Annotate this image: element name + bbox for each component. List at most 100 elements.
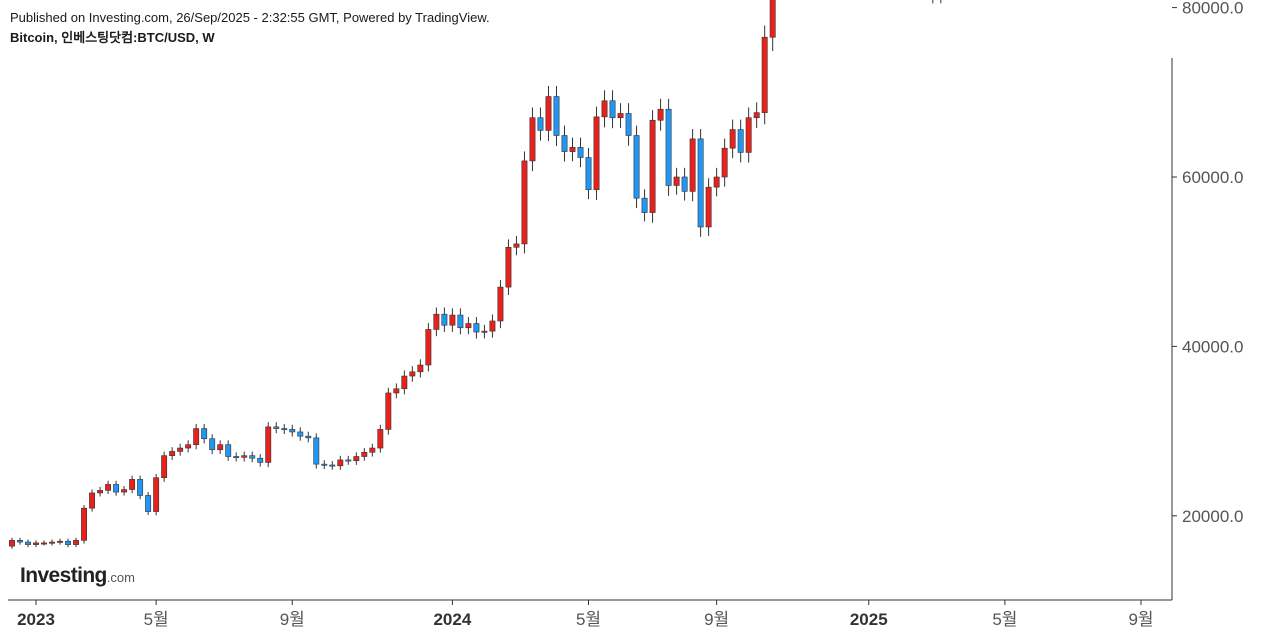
candle-body <box>385 392 392 430</box>
candle-body <box>577 147 584 158</box>
candle-body <box>225 444 232 457</box>
candle-body <box>209 438 216 451</box>
candle-body <box>281 428 288 431</box>
candle-body <box>9 540 15 547</box>
candle-body <box>465 323 472 329</box>
chart-header: Published on Investing.com, 26/Sep/2025 … <box>10 8 490 48</box>
candle-body <box>249 455 256 459</box>
candle-body <box>241 455 248 458</box>
y-tick-label: 20000.0 <box>1182 507 1243 526</box>
candle-body <box>169 451 176 456</box>
investing-logo: Investing.com <box>20 564 135 588</box>
x-tick-label: 9월 <box>704 610 729 629</box>
candle-body <box>513 243 520 248</box>
candle-body <box>17 540 23 543</box>
candle-body <box>161 455 168 478</box>
x-tick-label: 2024 <box>433 610 471 629</box>
candle-body <box>353 456 360 462</box>
candle-body <box>585 157 592 191</box>
candle-body <box>273 426 280 429</box>
candle-body <box>737 129 744 153</box>
candle-body <box>521 160 528 245</box>
candle-body <box>81 507 88 541</box>
candle-body <box>417 364 424 373</box>
candle-body <box>145 495 152 512</box>
candle-body <box>257 457 264 463</box>
candle-body <box>409 371 416 377</box>
candle-body <box>137 479 144 496</box>
candle-body <box>305 435 312 439</box>
candle-body <box>561 135 568 152</box>
candle-body <box>641 197 648 213</box>
candle-body <box>569 147 576 152</box>
candle-body <box>393 388 400 394</box>
candle-body <box>425 329 432 366</box>
x-tick-label: 2023 <box>17 610 55 629</box>
x-tick-label: 9월 <box>1128 610 1153 629</box>
logo-suffix: .com <box>106 570 135 585</box>
x-tick-label: 9월 <box>280 610 305 629</box>
published-caption: Published on Investing.com, 26/Sep/2025 … <box>10 10 490 25</box>
candle-body <box>593 116 600 191</box>
candle-body <box>689 138 696 192</box>
candle-body <box>553 96 560 136</box>
candle-body <box>729 129 736 149</box>
candle-body <box>113 484 120 493</box>
candle-body <box>121 489 128 493</box>
candle-body <box>369 447 376 453</box>
candle-body <box>321 463 328 466</box>
candle-body <box>41 542 47 545</box>
candle-body <box>697 138 704 228</box>
candle-body <box>721 147 728 178</box>
candle-body <box>753 112 760 119</box>
x-tick-label: 2025 <box>850 610 888 629</box>
candle-body <box>337 459 344 467</box>
candle-body <box>313 437 320 465</box>
candle-body <box>233 456 240 459</box>
candle-body <box>537 117 544 131</box>
x-tick-label: 5월 <box>144 610 169 629</box>
candle-body <box>649 119 656 213</box>
candle-body <box>505 247 512 288</box>
candle-body <box>57 540 63 543</box>
candle-body <box>49 541 55 544</box>
candle-body <box>265 426 272 463</box>
candle-body <box>473 323 480 333</box>
candle-body <box>433 313 440 330</box>
candle-body <box>681 176 688 192</box>
y-tick-label: 80000.0 <box>1182 0 1243 18</box>
candle-body <box>769 0 776 38</box>
x-tick-label: 5월 <box>576 610 601 629</box>
candle-body <box>329 464 336 467</box>
candle-body <box>713 176 720 188</box>
candle-body <box>345 459 352 462</box>
candle-body <box>481 330 488 333</box>
candle-body <box>73 540 79 545</box>
x-tick-label: 5월 <box>992 610 1017 629</box>
candle-body <box>441 313 448 326</box>
candle-body <box>449 314 456 326</box>
candle-body <box>497 286 504 322</box>
candle-body <box>193 428 200 445</box>
candle-body <box>617 113 624 119</box>
candle-body <box>633 135 640 199</box>
symbol-title: Bitcoin, 인베스팅닷컴:BTC/USD, W <box>10 30 215 45</box>
candle-body <box>153 477 160 512</box>
candle-body <box>177 447 184 452</box>
candle-body <box>129 479 136 490</box>
candle-body <box>185 444 192 449</box>
candle-body <box>89 492 96 509</box>
candle-body <box>489 320 496 332</box>
candle-body <box>25 541 31 545</box>
candle-body <box>705 186 712 228</box>
candle-body <box>545 96 552 131</box>
candle-body <box>65 540 71 545</box>
candle-body <box>665 108 672 186</box>
candle-body <box>673 176 680 186</box>
candle-body <box>361 451 368 457</box>
y-tick-label: 40000.0 <box>1182 337 1243 356</box>
candle-body <box>745 117 752 153</box>
candle-body <box>657 108 664 121</box>
candle-body <box>297 431 304 437</box>
